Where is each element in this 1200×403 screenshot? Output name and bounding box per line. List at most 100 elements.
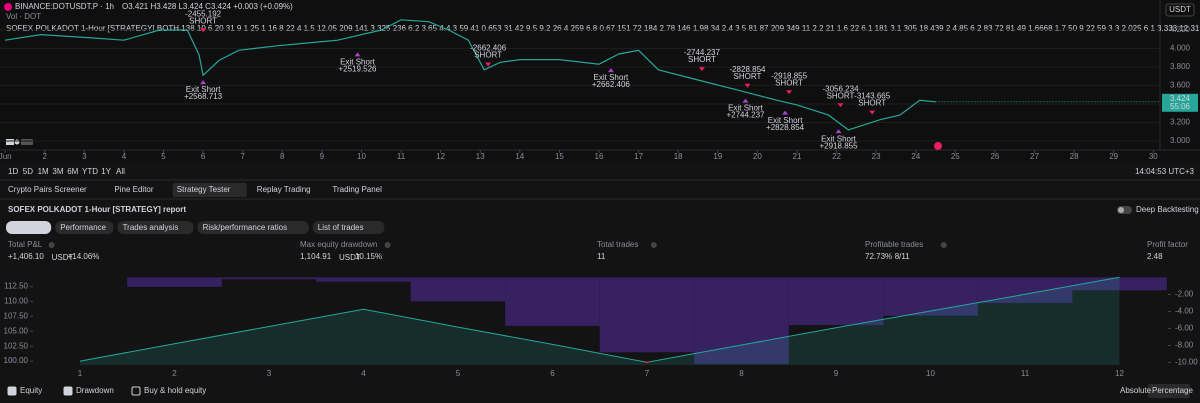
checkbox[interactable] <box>63 386 73 396</box>
drawdown-bar <box>410 277 506 302</box>
checkbox[interactable] <box>131 386 141 396</box>
metric-label: Total trades <box>597 240 638 249</box>
ohlc: O3.421 H3.428 L3.424 C3.424 +0.003 (+0.0… <box>122 2 293 11</box>
trade-label: Exit Short <box>728 104 763 113</box>
x-tick-label: 4 <box>122 152 127 161</box>
trade-label: Exit Short <box>594 73 629 82</box>
subtab[interactable]: List of trades <box>318 223 364 232</box>
x-tick-label: 26 <box>990 152 999 161</box>
trade-label: +2744.237 <box>726 111 765 120</box>
tab[interactable]: Crypto Pairs Screener <box>8 185 87 194</box>
x-tick-label: 14 <box>515 152 524 161</box>
subtab[interactable]: Performance <box>60 223 106 232</box>
volume-legend: Vol · DOT <box>6 12 41 21</box>
subtab-pill[interactable] <box>312 221 385 234</box>
x-tick-label: 28 <box>1070 152 1079 161</box>
range-button[interactable]: YTD <box>82 167 98 176</box>
trade-label: -2455.192 <box>185 9 222 18</box>
range-button[interactable]: All <box>116 167 125 176</box>
currency[interactable]: USDT <box>1169 5 1191 14</box>
clock: 14:04:53 UTC+3 <box>1135 167 1194 176</box>
symbol-icon <box>4 3 12 11</box>
entry-arrow <box>485 62 492 67</box>
exit-arrow <box>835 129 842 134</box>
subtab-pill[interactable] <box>197 221 309 234</box>
exit-arrow <box>354 52 361 57</box>
deep-backtesting: Deep Backtesting <box>1136 205 1199 214</box>
x-tick-label: 22 <box>832 152 841 161</box>
x-tick-label: 6 <box>201 152 206 161</box>
entry-arrow <box>869 110 876 115</box>
y-tick-label: 3.200 <box>1170 118 1191 127</box>
range-button[interactable]: 5D <box>23 167 33 176</box>
y-tick-label: 102.50 <box>4 341 29 350</box>
metric-extra: 10.15% <box>355 252 382 261</box>
tab-active <box>172 183 247 197</box>
currency-box[interactable] <box>1165 3 1195 17</box>
y2-tick-label: -6.00 <box>1175 324 1194 333</box>
range-button[interactable]: 1D <box>8 167 18 176</box>
x-tick-label: 24 <box>911 152 920 161</box>
range-button[interactable]: 3M <box>52 167 63 176</box>
trade-label: +2519.526 <box>338 64 377 73</box>
drawdown-bar <box>505 277 600 327</box>
x-tick-label: 5 <box>456 369 461 378</box>
x-tick-label: 19 <box>713 152 722 161</box>
toggle-knob <box>1118 207 1124 213</box>
x-tick-label: 13 <box>476 152 485 161</box>
y-tick-label: 3.800 <box>1170 62 1191 71</box>
trade-label: SHORT <box>775 78 803 87</box>
info-icon <box>650 242 657 248</box>
x-tick-label: 25 <box>951 152 960 161</box>
x-tick-label: 10 <box>357 152 366 161</box>
trade-label: +2568.713 <box>184 92 223 101</box>
metric-unit: USDT <box>52 253 74 262</box>
x-tick-label: 18 <box>674 152 683 161</box>
tab[interactable]: Trading Panel <box>332 185 382 194</box>
tab[interactable]: Strategy Tester <box>177 185 231 194</box>
drawdown-bar <box>221 277 317 280</box>
x-tick-label: 17 <box>634 152 643 161</box>
scroll-button[interactable] <box>934 142 942 150</box>
range-button[interactable]: 1Y <box>101 167 111 176</box>
x-tick-label: 8 <box>739 369 744 378</box>
entry-arrow <box>744 83 751 88</box>
subtab-pill[interactable] <box>55 221 114 234</box>
info-icon <box>940 242 947 248</box>
trade-label: -3143.665 <box>854 92 891 101</box>
subtab[interactable]: Risk/performance ratios <box>203 223 287 232</box>
x-tick-label: 15 <box>555 152 564 161</box>
trade-label: SHORT <box>827 91 855 100</box>
y-tick-label: 4.000 <box>1170 44 1191 53</box>
x-tick-label: 2 <box>172 369 177 378</box>
x-tick-label: 12 <box>436 152 445 161</box>
y-tick-label: 105.00 <box>4 326 29 335</box>
x-tick-label: 20 <box>753 152 762 161</box>
trade-label: +2828.854 <box>766 123 805 132</box>
range-button[interactable]: 6M <box>67 167 78 176</box>
tab[interactable]: Replay Trading <box>257 185 311 194</box>
metric-extra: +14.06% <box>68 252 100 261</box>
price-line <box>5 19 936 131</box>
tab[interactable]: Pine Editor <box>114 185 153 194</box>
current-price: 3.424 <box>1170 94 1191 103</box>
metric-label: Profit factor <box>1147 240 1188 249</box>
x-tick-label: 23 <box>872 152 881 161</box>
y2-tick-label: -8.00 <box>1175 341 1194 350</box>
mode[interactable]: Percentage <box>1152 386 1193 395</box>
subtab[interactable]: Trades analysis <box>123 223 179 232</box>
mode[interactable]: Absolute <box>1120 386 1152 395</box>
drawdown-bar <box>788 277 884 326</box>
x-tick-label: 2 <box>43 152 48 161</box>
trade-label: SHORT <box>688 55 716 64</box>
equity-below-initial <box>644 361 650 363</box>
x-tick-label: 12 <box>1115 369 1124 378</box>
checkbox[interactable] <box>7 386 17 396</box>
subtab-pill[interactable] <box>6 221 52 234</box>
subtab[interactable]: Overview <box>11 223 45 232</box>
entry-arrow <box>837 103 844 108</box>
y-tick-label: 4.200 <box>1170 25 1191 34</box>
subtab-pill[interactable] <box>117 221 194 234</box>
x-tick-label: 5 <box>161 152 166 161</box>
range-button[interactable]: 1M <box>38 167 49 176</box>
